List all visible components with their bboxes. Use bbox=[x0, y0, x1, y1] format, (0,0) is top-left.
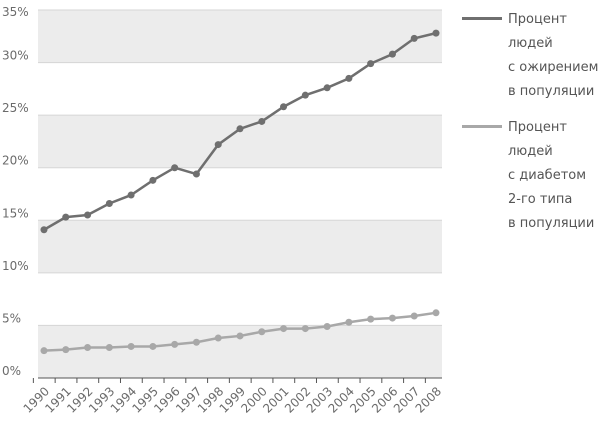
y-tick-label: 35% bbox=[2, 5, 29, 19]
point bbox=[388, 50, 396, 58]
point bbox=[127, 191, 135, 199]
y-tick-label: 20% bbox=[2, 154, 29, 168]
point bbox=[214, 334, 222, 342]
point bbox=[432, 29, 440, 37]
point bbox=[214, 141, 222, 149]
point bbox=[258, 328, 266, 336]
point bbox=[105, 344, 113, 352]
point bbox=[149, 342, 157, 350]
point bbox=[345, 318, 353, 326]
point bbox=[301, 91, 309, 99]
point bbox=[84, 344, 92, 352]
point bbox=[258, 117, 266, 125]
y-tick-label: 0% bbox=[2, 364, 21, 378]
point bbox=[410, 34, 418, 42]
y-tick-label: 30% bbox=[2, 49, 29, 63]
legend-swatch bbox=[462, 17, 502, 20]
point bbox=[410, 312, 418, 320]
point bbox=[432, 309, 440, 317]
point bbox=[40, 347, 48, 355]
point bbox=[105, 199, 113, 207]
point bbox=[171, 340, 179, 348]
point bbox=[280, 103, 288, 111]
band bbox=[38, 10, 442, 63]
point bbox=[149, 176, 157, 184]
y-tick-label: 5% bbox=[2, 311, 21, 325]
point bbox=[236, 125, 244, 133]
point bbox=[192, 170, 200, 178]
y-tick-label: 25% bbox=[2, 101, 29, 115]
legend-label: Процент людей с ожирением в популяции bbox=[508, 12, 599, 99]
band bbox=[38, 220, 442, 273]
point bbox=[388, 314, 396, 322]
point bbox=[62, 346, 70, 354]
point bbox=[367, 60, 375, 68]
point bbox=[345, 74, 353, 82]
legend-swatch bbox=[462, 125, 502, 128]
legend-label: Процент людей с диабетом 2-го типа в поп… bbox=[508, 120, 595, 231]
y-tick-label: 10% bbox=[2, 259, 29, 273]
point bbox=[323, 84, 331, 92]
point bbox=[236, 332, 244, 340]
point bbox=[192, 338, 200, 346]
point bbox=[301, 325, 309, 333]
point bbox=[280, 325, 288, 333]
point bbox=[62, 213, 70, 221]
point bbox=[40, 226, 48, 234]
x-tick-label: 2008 bbox=[413, 384, 444, 415]
point bbox=[171, 164, 179, 172]
point bbox=[84, 211, 92, 219]
point bbox=[367, 315, 375, 323]
band bbox=[38, 115, 442, 168]
point bbox=[323, 322, 331, 330]
y-tick-label: 15% bbox=[2, 206, 29, 220]
point bbox=[127, 342, 135, 350]
